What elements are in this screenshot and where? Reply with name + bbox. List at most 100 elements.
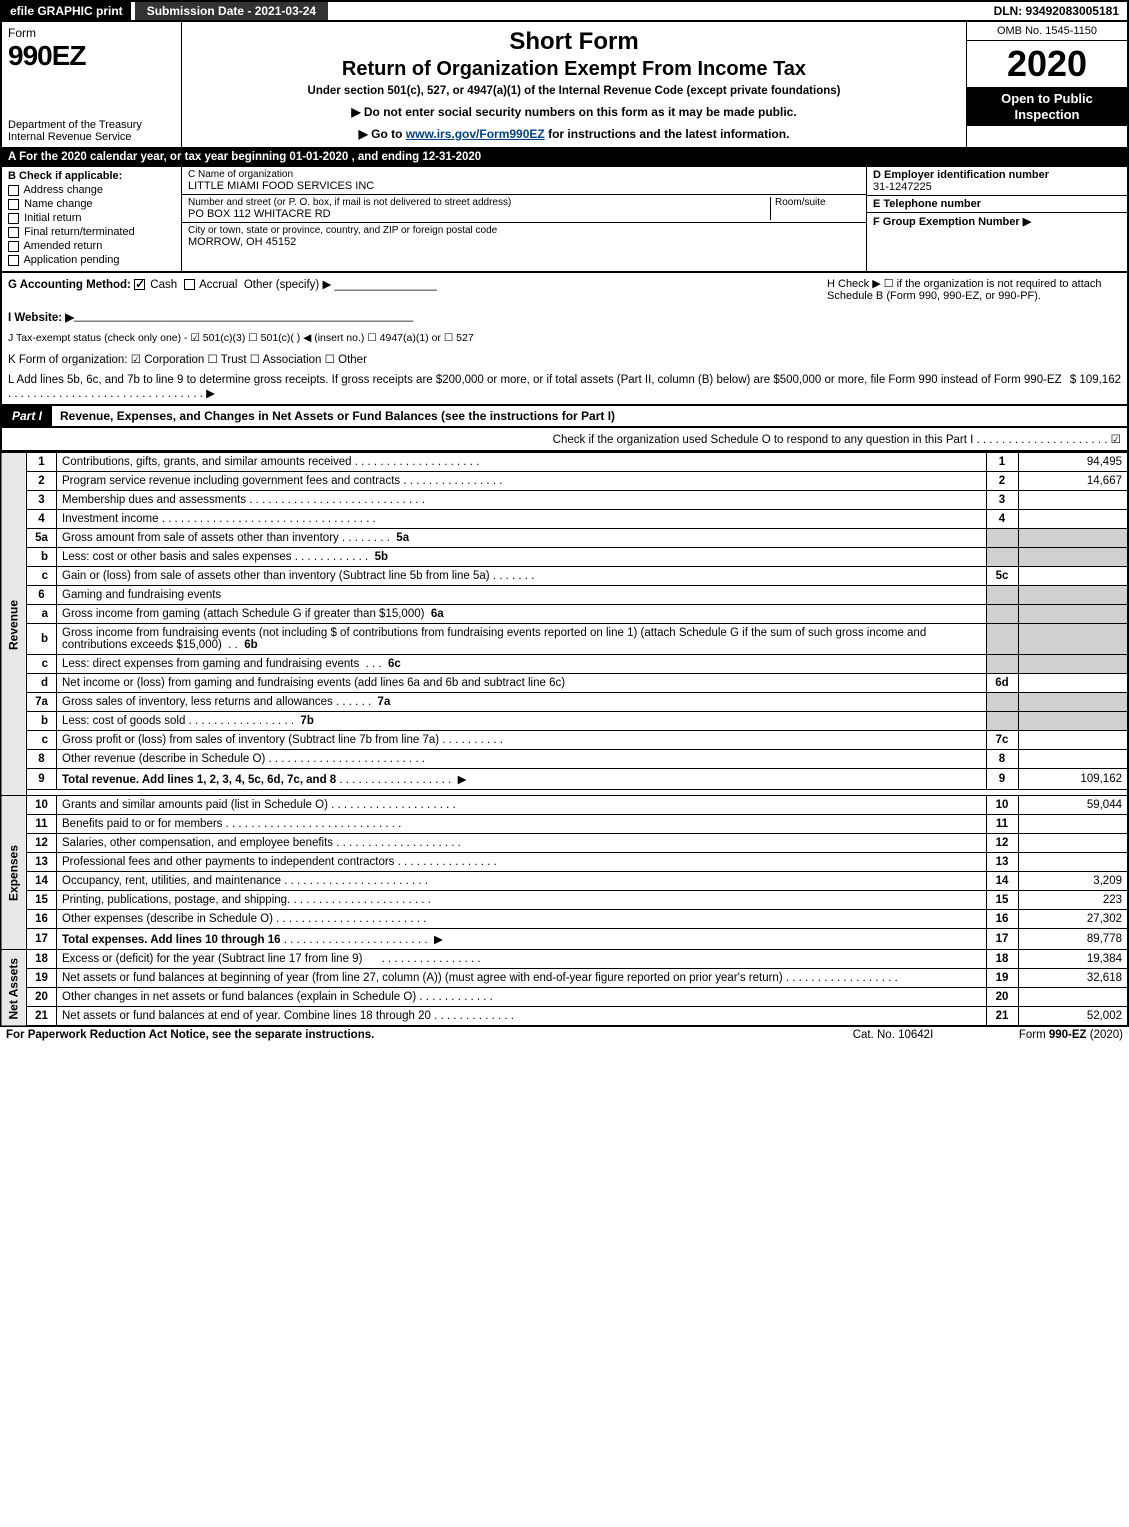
chk-application-pending[interactable]: Application pending [8, 254, 175, 266]
chk-cash[interactable] [134, 279, 145, 290]
l9-amt: 109,162 [1018, 769, 1128, 790]
chk-amended-return[interactable]: Amended return [8, 240, 175, 252]
line-5b: b Less: cost or other basis and sales ex… [1, 548, 1128, 567]
l6-amt [1018, 586, 1128, 605]
l18-amt: 19,384 [1018, 950, 1128, 969]
arrow2-suffix: for instructions and the latest informat… [548, 127, 789, 141]
line-6: 6 Gaming and fundraising events [1, 586, 1128, 605]
l3-num: 3 [27, 491, 57, 510]
irs-instructions-link[interactable]: www.irs.gov/Form990EZ [406, 127, 545, 141]
l17-arrow: ▶ [434, 934, 443, 946]
l7b-desc: Less: cost of goods sold [62, 715, 185, 727]
chk-final-return[interactable]: Final return/terminated [8, 226, 175, 238]
l16-amt: 27,302 [1018, 910, 1128, 929]
footer-paperwork: For Paperwork Reduction Act Notice, see … [6, 1029, 823, 1041]
l15-amt: 223 [1018, 891, 1128, 910]
line-11: 11 Benefits paid to or for members . . .… [1, 815, 1128, 834]
l6b-desc: Gross income from fundraising events (no… [62, 627, 926, 651]
chk-address-change[interactable]: Address change [8, 184, 175, 196]
l5b-numcol [986, 548, 1018, 567]
l14-box: 14 [986, 872, 1018, 891]
l6-numcol [986, 586, 1018, 605]
header-right: OMB No. 1545-1150 2020 Open to Public In… [967, 22, 1127, 147]
l11-desc: Benefits paid to or for members [62, 818, 222, 830]
city-label: City or town, state or province, country… [188, 225, 860, 236]
row-l-amount: $ 109,162 [1064, 374, 1121, 400]
l13-num: 13 [27, 853, 57, 872]
header-left: Form 990EZ Department of the Treasury In… [2, 22, 182, 147]
form-header: Form 990EZ Department of the Treasury In… [0, 20, 1129, 149]
l6-desc: Gaming and fundraising events [57, 586, 987, 605]
side-expenses: Expenses [1, 796, 27, 950]
l5a-num: 5a [27, 529, 57, 548]
l14-desc: Occupancy, rent, utilities, and maintena… [62, 875, 281, 887]
submission-date: Submission Date - 2021-03-24 [135, 2, 328, 20]
l4-box: 4 [986, 510, 1018, 529]
l7a-amt [1018, 693, 1128, 712]
l10-desc: Grants and similar amounts paid (list in… [62, 799, 328, 811]
side-netassets: Net Assets [1, 950, 27, 1027]
l19-box: 19 [986, 969, 1018, 988]
l7b-num: b [27, 712, 57, 731]
l5a-amt [1018, 529, 1128, 548]
l15-box: 15 [986, 891, 1018, 910]
street-label: Number and street (or P. O. box, if mail… [188, 197, 770, 208]
l7a-num: 7a [27, 693, 57, 712]
row-k-org-form: K Form of organization: ☑ Corporation ☐ … [0, 348, 1129, 370]
instructions-link-line: ▶ Go to www.irs.gov/Form990EZ for instru… [190, 127, 958, 141]
chk-name-change[interactable]: Name change [8, 198, 175, 210]
row-a-tax-year: A For the 2020 calendar year, or tax yea… [0, 149, 1129, 167]
l5c-amt [1018, 567, 1128, 586]
l6a-desc: Gross income from gaming (attach Schedul… [62, 608, 424, 620]
group-exemption-label: F Group Exemption Number ▶ [873, 216, 1031, 228]
chk-accrual[interactable] [184, 279, 195, 290]
l7c-amt [1018, 731, 1128, 750]
l6c-numcol [986, 655, 1018, 674]
footer-form-ref: Form 990-EZ (2020) [963, 1029, 1123, 1041]
row-l-text: L Add lines 5b, 6c, and 7b to line 9 to … [8, 374, 1064, 400]
line-6c: c Less: direct expenses from gaming and … [1, 655, 1128, 674]
efile-print-button[interactable]: efile GRAPHIC print [2, 2, 131, 20]
side-revenue: Revenue [1, 453, 27, 796]
form-label: Form [8, 26, 175, 40]
l10-amt: 59,044 [1018, 796, 1128, 815]
row-l-gross-receipts: L Add lines 5b, 6c, and 7b to line 9 to … [0, 370, 1129, 406]
title-main: Short Form [190, 28, 958, 56]
l19-amt: 32,618 [1018, 969, 1128, 988]
l6b-num: b [27, 624, 57, 655]
l4-num: 4 [27, 510, 57, 529]
l10-box: 10 [986, 796, 1018, 815]
l6c-desc: Less: direct expenses from gaming and fu… [62, 658, 359, 670]
l6a-numcol [986, 605, 1018, 624]
l6d-amt [1018, 674, 1128, 693]
l6c-amt [1018, 655, 1128, 674]
arrow2-prefix: ▶ Go to [359, 127, 406, 141]
l17-num: 17 [27, 929, 57, 950]
l11-num: 11 [27, 815, 57, 834]
part-i-header: Part I Revenue, Expenses, and Changes in… [0, 406, 1129, 428]
line-7a: 7a Gross sales of inventory, less return… [1, 693, 1128, 712]
line-8: 8 Other revenue (describe in Schedule O)… [1, 750, 1128, 769]
l18-num: 18 [27, 950, 57, 969]
chk-initial-return[interactable]: Initial return [8, 212, 175, 224]
line-5a: 5a Gross amount from sale of assets othe… [1, 529, 1128, 548]
l17-box: 17 [986, 929, 1018, 950]
form-number: 990EZ [8, 40, 175, 72]
l7b-amt [1018, 712, 1128, 731]
l2-box: 2 [986, 472, 1018, 491]
l5b-desc: Less: cost or other basis and sales expe… [62, 551, 292, 563]
l2-num: 2 [27, 472, 57, 491]
line-6b: b Gross income from fundraising events (… [1, 624, 1128, 655]
l7a-desc: Gross sales of inventory, less returns a… [62, 696, 333, 708]
line-17: 17 Total expenses. Add lines 10 through … [1, 929, 1128, 950]
l12-amt [1018, 834, 1128, 853]
l21-box: 21 [986, 1007, 1018, 1027]
l1-box: 1 [986, 453, 1018, 472]
line-21: 21 Net assets or fund balances at end of… [1, 1007, 1128, 1027]
street-value: PO BOX 112 WHITACRE RD [188, 208, 770, 220]
l6d-box: 6d [986, 674, 1018, 693]
line-19: 19 Net assets or fund balances at beginn… [1, 969, 1128, 988]
l8-box: 8 [986, 750, 1018, 769]
l10-num: 10 [27, 796, 57, 815]
l6b-box: 6b [244, 639, 257, 651]
